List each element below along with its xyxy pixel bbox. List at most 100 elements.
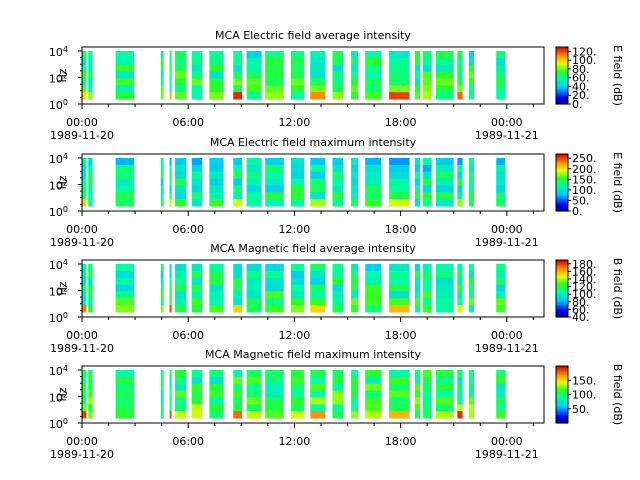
spectrogram-cell (290, 305, 305, 313)
spectrogram-cell (468, 291, 475, 299)
colorbar-step (556, 289, 568, 292)
spectrogram-cell (160, 185, 164, 193)
spectrogram-cell (422, 164, 432, 173)
spectrogram-cell (290, 64, 305, 73)
spectrogram-cell (436, 185, 454, 193)
spectrogram-cell (169, 383, 172, 392)
colorbar-step (556, 48, 568, 51)
colorbar-step (556, 161, 568, 164)
spectrogram-cell (174, 270, 187, 279)
spectrogram-cell (310, 390, 326, 398)
spectrogram-cell (414, 51, 421, 59)
colorbar-step (556, 284, 568, 287)
spectrogram-cell (414, 376, 421, 385)
x-date-label: 1989-11-20 (50, 129, 114, 142)
spectrogram-cell (88, 291, 93, 299)
spectrogram-cell (174, 57, 187, 66)
spectrogram-cell (414, 370, 421, 378)
spectrogram-cell (82, 284, 87, 292)
spectrogram-cell (332, 397, 344, 405)
x-date-label: 1989-11-20 (50, 236, 114, 249)
spectrogram-cell (422, 397, 432, 405)
spectrogram-cell (414, 390, 421, 398)
spectrogram-cell (290, 404, 305, 412)
spectrogram-cell (174, 404, 187, 412)
y-tick-label: 100 (49, 205, 68, 220)
spectrogram-cell (436, 404, 454, 412)
spectrogram-cell (265, 171, 284, 180)
spectrogram-cell (82, 376, 87, 385)
x-tick-label: 12:00 (279, 329, 311, 342)
spectrogram-cell (457, 305, 463, 313)
spectrogram-cell (82, 85, 87, 93)
spectrogram-cell (389, 370, 410, 378)
spectrogram-cell (88, 390, 93, 398)
spectrogram-cell (310, 57, 326, 66)
spectrogram-cell (365, 264, 382, 272)
spectrogram-cell (115, 390, 135, 398)
spectrogram-cell (332, 51, 344, 59)
spectrogram-cell (414, 298, 421, 306)
colorbar-label: B field (dB) (611, 364, 624, 425)
spectrogram-cell (351, 85, 359, 93)
spectrogram-cell (88, 270, 93, 279)
spectrogram-cell (233, 57, 243, 66)
spectrogram-cell (422, 51, 432, 59)
colorbar-step (556, 199, 568, 202)
spectrogram-cell (209, 92, 224, 100)
colorbar-step (556, 420, 568, 423)
spectrogram-cell (496, 390, 506, 398)
colorbar-step (556, 171, 568, 174)
colorbar-step (556, 89, 568, 92)
spectrogram-cell (169, 305, 172, 313)
spectrogram-cell (332, 171, 344, 180)
colorbar-step (556, 159, 568, 162)
spectrogram-cell (351, 78, 359, 86)
spectrogram-cell (115, 57, 135, 66)
spectrogram-cell (160, 171, 164, 180)
spectrogram-cell (436, 383, 454, 392)
spectrogram-cell (436, 376, 454, 385)
colorbar-step (556, 387, 568, 390)
spectrogram-cell (265, 411, 284, 419)
spectrogram-cell (457, 199, 463, 207)
spectrogram-cell (310, 376, 326, 385)
y-tick-label: 104 (49, 151, 68, 166)
spectrogram-cell (414, 57, 421, 66)
spectrogram-cell (351, 397, 359, 405)
spectrogram-cell (169, 298, 172, 306)
spectrogram-cell (88, 284, 93, 292)
spectrogram-cell (351, 298, 359, 306)
spectrogram-cell (115, 383, 135, 392)
y-tick-label: 104 (49, 44, 68, 59)
spectrogram-cell (468, 199, 475, 207)
spectrogram-cell (468, 192, 475, 200)
spectrogram-cell (169, 92, 172, 100)
spectrogram-cell (414, 92, 421, 100)
spectrogram-cell (82, 64, 87, 73)
colorbar-step (556, 265, 568, 268)
colorbar-step (556, 415, 568, 418)
spectrogram-cell (88, 71, 93, 79)
colorbar-step (556, 205, 568, 208)
spectrogram-cell (246, 404, 262, 412)
spectrogram-cell (332, 370, 344, 378)
spectrogram-cell (191, 277, 203, 286)
spectrogram-cell (265, 284, 284, 292)
spectrogram-cell (457, 264, 463, 272)
spectrogram-cell (169, 284, 172, 292)
x-date-label: 1989-11-21 (475, 129, 539, 142)
spectrogram-cell (389, 383, 410, 392)
colorbar: 50.100. 150. B field (dB) (555, 364, 624, 425)
spectrogram-cell (88, 78, 93, 86)
spectrogram-cell (457, 185, 463, 193)
spectrogram-cell (365, 270, 382, 279)
spectrogram-cell (174, 376, 187, 385)
spectrogram-cell (169, 178, 172, 186)
x-tick-label: 00:00 (66, 116, 98, 129)
x-tick-label: 06:00 (172, 116, 204, 129)
spectrogram-cell (209, 277, 224, 286)
spectrogram-cell (310, 277, 326, 286)
spectrogram-cell (115, 78, 135, 86)
spectrogram-cell (365, 291, 382, 299)
